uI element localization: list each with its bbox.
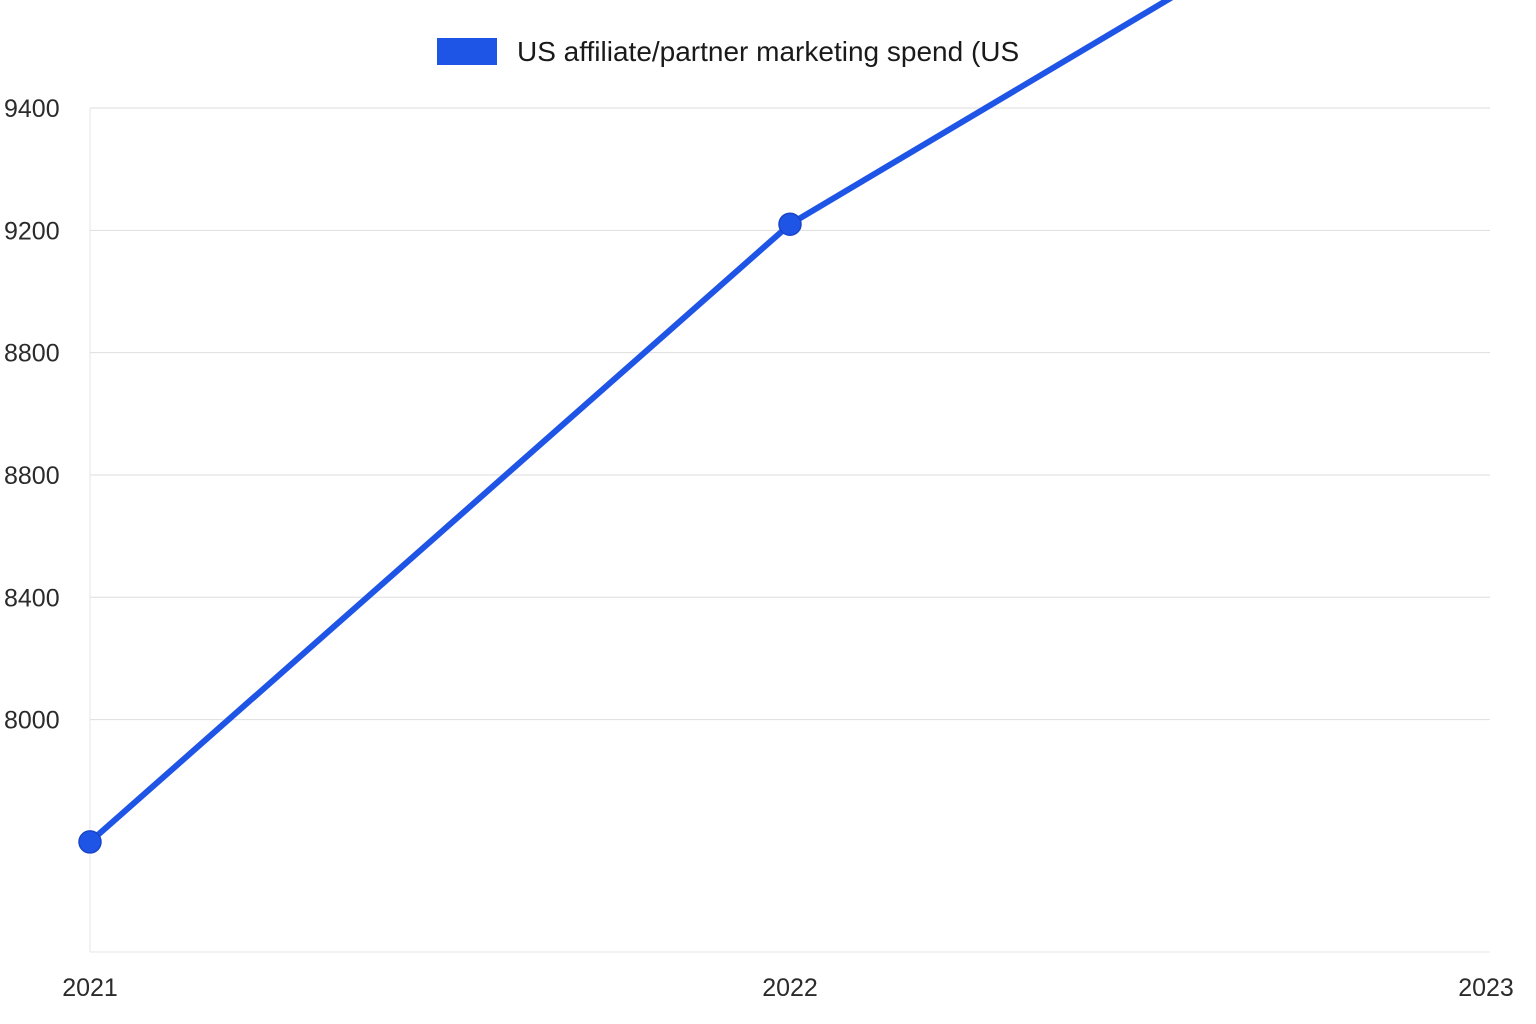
data-point [778, 212, 802, 236]
x-tick-label: 2022 [762, 974, 818, 1002]
y-tick-label: 8400 [4, 584, 60, 612]
y-tick-label: 8800 [4, 340, 60, 368]
axes [89, 108, 1490, 953]
y-tick-label: 8800 [4, 462, 60, 490]
y-tick-label: 8000 [4, 707, 60, 735]
data-point [78, 830, 102, 854]
legend[interactable]: US affiliate/partner marketing spend (US [437, 36, 1019, 67]
x-tick-label: 2023 [1458, 974, 1514, 1002]
legend-label: US affiliate/partner marketing spend (US [517, 36, 1019, 67]
y-axis-tick-labels: 8000 8400 8800 8800 9200 9400 [4, 95, 60, 735]
legend-swatch [437, 38, 497, 65]
x-axis-tick-labels: 2021 2022 2023 [62, 974, 1514, 1002]
y-tick-label: 9400 [4, 95, 60, 123]
y-tick-label: 9200 [4, 217, 60, 245]
grid-lines [90, 107, 1490, 721]
series-layer [78, 0, 1174, 854]
x-tick-label: 2021 [62, 974, 118, 1002]
series-line [87, 0, 1174, 845]
